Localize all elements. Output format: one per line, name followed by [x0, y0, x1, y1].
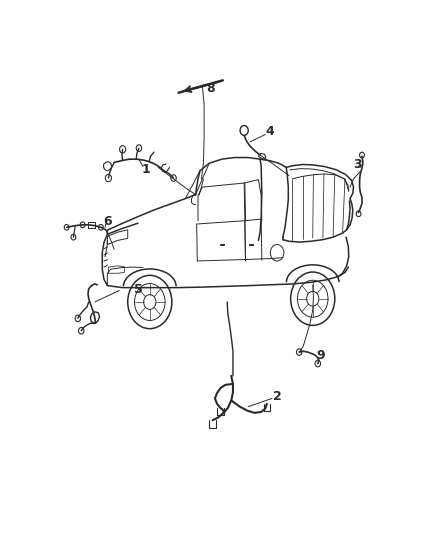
Circle shape [64, 224, 69, 230]
Text: 6: 6 [103, 215, 112, 228]
Circle shape [99, 224, 103, 230]
Text: 9: 9 [316, 349, 325, 362]
Text: 3: 3 [353, 158, 362, 171]
Text: 8: 8 [207, 82, 215, 95]
Text: 4: 4 [266, 125, 275, 138]
Text: 2: 2 [273, 390, 282, 403]
Circle shape [80, 222, 85, 228]
Text: 1: 1 [142, 163, 151, 176]
Text: 5: 5 [134, 283, 142, 296]
